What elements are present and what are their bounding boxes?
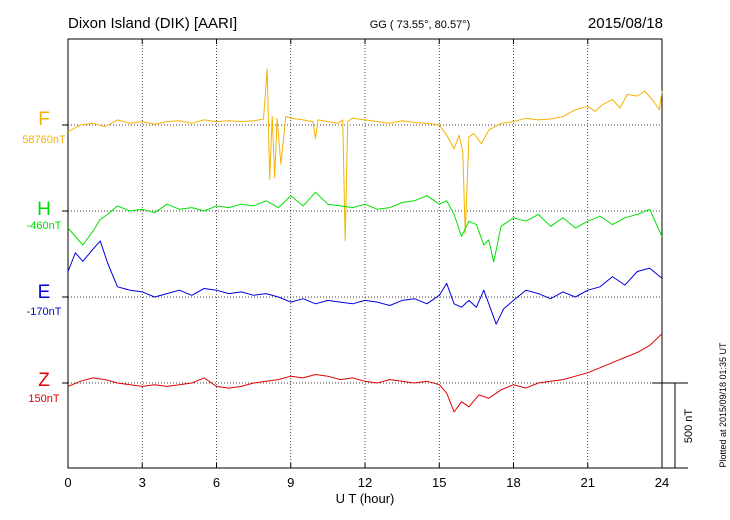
scale-bar-label: 500 nT	[683, 409, 695, 444]
series-h-line	[67, 191, 663, 263]
x-tick-label: 18	[506, 475, 520, 490]
series-z-line	[67, 333, 663, 413]
series-f-baseline-label: 58760nT	[22, 134, 66, 146]
series-e-line	[67, 240, 663, 325]
x-tick-label: 9	[287, 475, 294, 490]
series-f-name: F	[38, 109, 50, 130]
series-f-line	[67, 68, 663, 242]
grid-lines	[68, 39, 662, 468]
series-e-baseline-label: -170nT	[27, 306, 62, 318]
x-axis-ticks: 0 3 6 9 12 15 18 21 24	[62, 39, 669, 490]
series-e-name: E	[38, 282, 51, 303]
series-h-baseline-label: -460nT	[27, 220, 62, 232]
chart-subtitle: GG ( 73.55°, 80.57°)	[370, 19, 471, 31]
x-tick-label: 12	[358, 475, 372, 490]
series-h-name: H	[37, 199, 51, 220]
x-tick-label: 21	[581, 475, 595, 490]
series-z-baseline-label: 150nT	[28, 393, 59, 405]
series-labels: F 58760nT H-460nT E -170nT Z 150nT	[22, 109, 66, 405]
plot-footer: Plotted at 2015/09/18 01:35 UT	[718, 342, 728, 468]
x-tick-label: 6	[213, 475, 220, 490]
chart-title: Dixon Island (DIK) [AARI]	[68, 15, 237, 32]
series-lines	[67, 68, 663, 413]
scale-bar: 500 nT	[652, 382, 695, 469]
x-axis-label: U T (hour)	[336, 491, 395, 506]
x-tick-label: 3	[139, 475, 146, 490]
x-tick-label: 0	[64, 475, 71, 490]
chart-date: 2015/08/18	[588, 15, 663, 32]
series-z-name: Z	[38, 370, 50, 391]
x-tick-label: 24	[655, 475, 669, 490]
plot-frame	[67, 38, 663, 469]
x-tick-label: 15	[432, 475, 446, 490]
